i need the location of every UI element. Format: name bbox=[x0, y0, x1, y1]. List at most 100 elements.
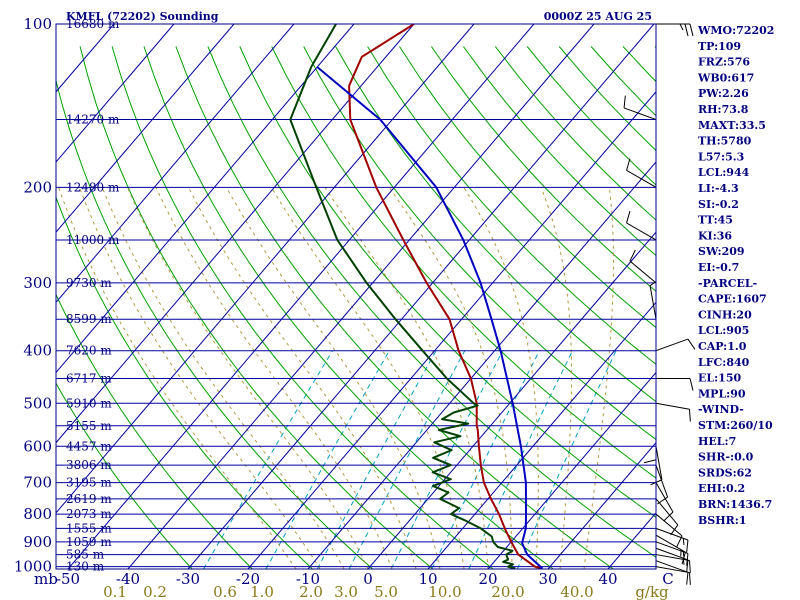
wind-barb-flag bbox=[623, 95, 626, 108]
sounding-index: RH:73.8 bbox=[698, 103, 749, 116]
mixing-ratio-label: 20.0 bbox=[491, 583, 524, 600]
wind-barb-flag bbox=[626, 158, 631, 171]
wind-barb bbox=[626, 210, 657, 241]
wind-barb-staff bbox=[655, 464, 669, 498]
height-label: 4457 m bbox=[66, 439, 112, 453]
sounding-index: KI:36 bbox=[698, 229, 732, 242]
mixing-ratio-label: 3.0 bbox=[334, 583, 358, 600]
pressure-tick-label: 1000 bbox=[14, 558, 52, 576]
moist-adiabat-line bbox=[78, 187, 321, 569]
wind-barb bbox=[655, 560, 689, 585]
wind-barb-staff bbox=[623, 107, 657, 121]
wind-barb-flag bbox=[643, 459, 657, 464]
height-label: 14270 m bbox=[66, 113, 120, 127]
temperature-tick-label: -30 bbox=[176, 570, 200, 588]
pressure-tick-label: 500 bbox=[23, 394, 52, 412]
dry-adiabat-line bbox=[367, 46, 656, 365]
wind-barb-staff bbox=[655, 402, 690, 410]
height-label: 8599 m bbox=[66, 312, 112, 326]
mixing-ratio-label: 0.6 bbox=[213, 583, 237, 600]
pressure-tick-label: 200 bbox=[23, 178, 52, 196]
sounding-index: CINH:20 bbox=[698, 308, 752, 321]
sounding-index: SHR-:0.0 bbox=[698, 451, 754, 464]
wind-barb-flag bbox=[676, 535, 683, 548]
sounding-index: LCL:905 bbox=[698, 324, 749, 337]
mixing-ratio-line bbox=[468, 350, 574, 569]
datetime-title: 0000Z 25 AUG 25 bbox=[544, 10, 652, 23]
temperature-tick-label: -40 bbox=[116, 570, 140, 588]
temperature-tick-label: -10 bbox=[296, 570, 320, 588]
mixing-ratio-labels: 0.1 0.2 0.6 1.0 2.0 3.0 5.0 10.0 20.0 40.0 g/kg bbox=[103, 583, 669, 600]
wind-barb-flag bbox=[686, 559, 689, 573]
sounding-index: SRDS:62 bbox=[698, 466, 752, 479]
ylabel-mb: mb bbox=[34, 570, 58, 588]
isotherm-line bbox=[56, 24, 235, 233]
dewpoint-trace bbox=[289, 24, 516, 569]
wind-barb-staff bbox=[629, 260, 657, 284]
temperature-tick-label: 0 bbox=[363, 570, 373, 588]
plot-frame bbox=[55, 23, 657, 570]
sounding-index: BSHR:1 bbox=[698, 514, 747, 527]
sounding-index: FRZ:576 bbox=[698, 56, 750, 69]
sounding-index: -WIND- bbox=[698, 403, 744, 416]
wind-barb bbox=[655, 534, 686, 565]
wind-barb bbox=[623, 95, 657, 121]
mixing-ratio-line bbox=[348, 350, 466, 569]
sounding-traces bbox=[289, 24, 544, 569]
wind-barb-staff bbox=[655, 482, 674, 513]
wind-barb-staff bbox=[626, 222, 657, 241]
wind-barb-staff bbox=[655, 527, 689, 541]
wind-barb-flag bbox=[626, 210, 631, 224]
wind-barb bbox=[655, 554, 691, 573]
wind-barb-staff bbox=[655, 547, 689, 561]
wind-barb-staff bbox=[655, 338, 689, 352]
wind-barb-staff bbox=[655, 560, 689, 573]
wind-barb-flag bbox=[689, 23, 694, 37]
moist-adiabat-line bbox=[388, 187, 513, 569]
wind-barb-flag bbox=[688, 572, 691, 585]
dry-adiabat-line bbox=[143, 46, 554, 569]
wind-barb-flag bbox=[686, 539, 689, 553]
temperature-tick-labels: -50 -40 -30 -20 -10 0 10 20 30 40 C bbox=[56, 570, 674, 588]
sounding-index: EL:150 bbox=[698, 372, 741, 385]
wind-barb bbox=[655, 482, 674, 521]
sounding-indices: WMO:72202 TP:109 FRZ:576 WB0:617 PW:2.26 RH:7… bbox=[697, 24, 774, 527]
wind-barb bbox=[655, 464, 669, 505]
sounding-index: TH:5780 bbox=[698, 135, 752, 148]
mixing-ratio-line bbox=[516, 350, 617, 569]
sounding-index: EI:-0.7 bbox=[698, 261, 739, 274]
sounding-index: PW:2.26 bbox=[698, 87, 749, 100]
wind-barb-flag bbox=[670, 524, 679, 536]
dry-adiabat-line bbox=[271, 46, 656, 479]
mixing-ratio-label: g/kg bbox=[635, 583, 669, 600]
height-label: 11000 m bbox=[66, 233, 120, 247]
wind-barb bbox=[655, 402, 691, 422]
isotherm-line bbox=[56, 24, 475, 514]
temperature-tick-label: C bbox=[662, 570, 673, 588]
station-title: KMFL (72202) Sounding bbox=[66, 10, 219, 23]
wind-barb bbox=[626, 158, 657, 188]
sounding-index: BRN:1436.7 bbox=[698, 498, 772, 511]
dry-adiabat-line bbox=[56, 293, 253, 569]
sounding-index: L57:5.3 bbox=[698, 150, 744, 163]
moist-adiabat-line bbox=[126, 187, 369, 569]
wind-barb bbox=[656, 23, 694, 37]
temperature-tick-label: 10 bbox=[418, 570, 437, 588]
wind-barb-flag bbox=[686, 572, 689, 585]
pressure-tick-label: 300 bbox=[23, 274, 52, 292]
isotherm-line bbox=[127, 24, 595, 569]
sounding-index: TP:109 bbox=[698, 40, 741, 53]
sounding-index: WMO:72202 bbox=[697, 24, 774, 37]
parcel-trace bbox=[316, 66, 544, 569]
height-label: 585 m bbox=[66, 548, 105, 562]
wind-barb bbox=[655, 527, 689, 553]
wind-barb-flag bbox=[684, 23, 689, 37]
isotherm-line bbox=[307, 161, 656, 569]
wind-barb-flag bbox=[681, 552, 686, 565]
height-label: 1555 m bbox=[66, 521, 112, 535]
mixing-ratio-label: 2.0 bbox=[299, 583, 323, 600]
wind-barb-flag bbox=[682, 538, 685, 545]
mixing-ratio-label: 0.1 bbox=[103, 583, 127, 600]
height-label: 3195 m bbox=[66, 476, 112, 490]
mixing-ratio-label: 5.0 bbox=[374, 583, 398, 600]
